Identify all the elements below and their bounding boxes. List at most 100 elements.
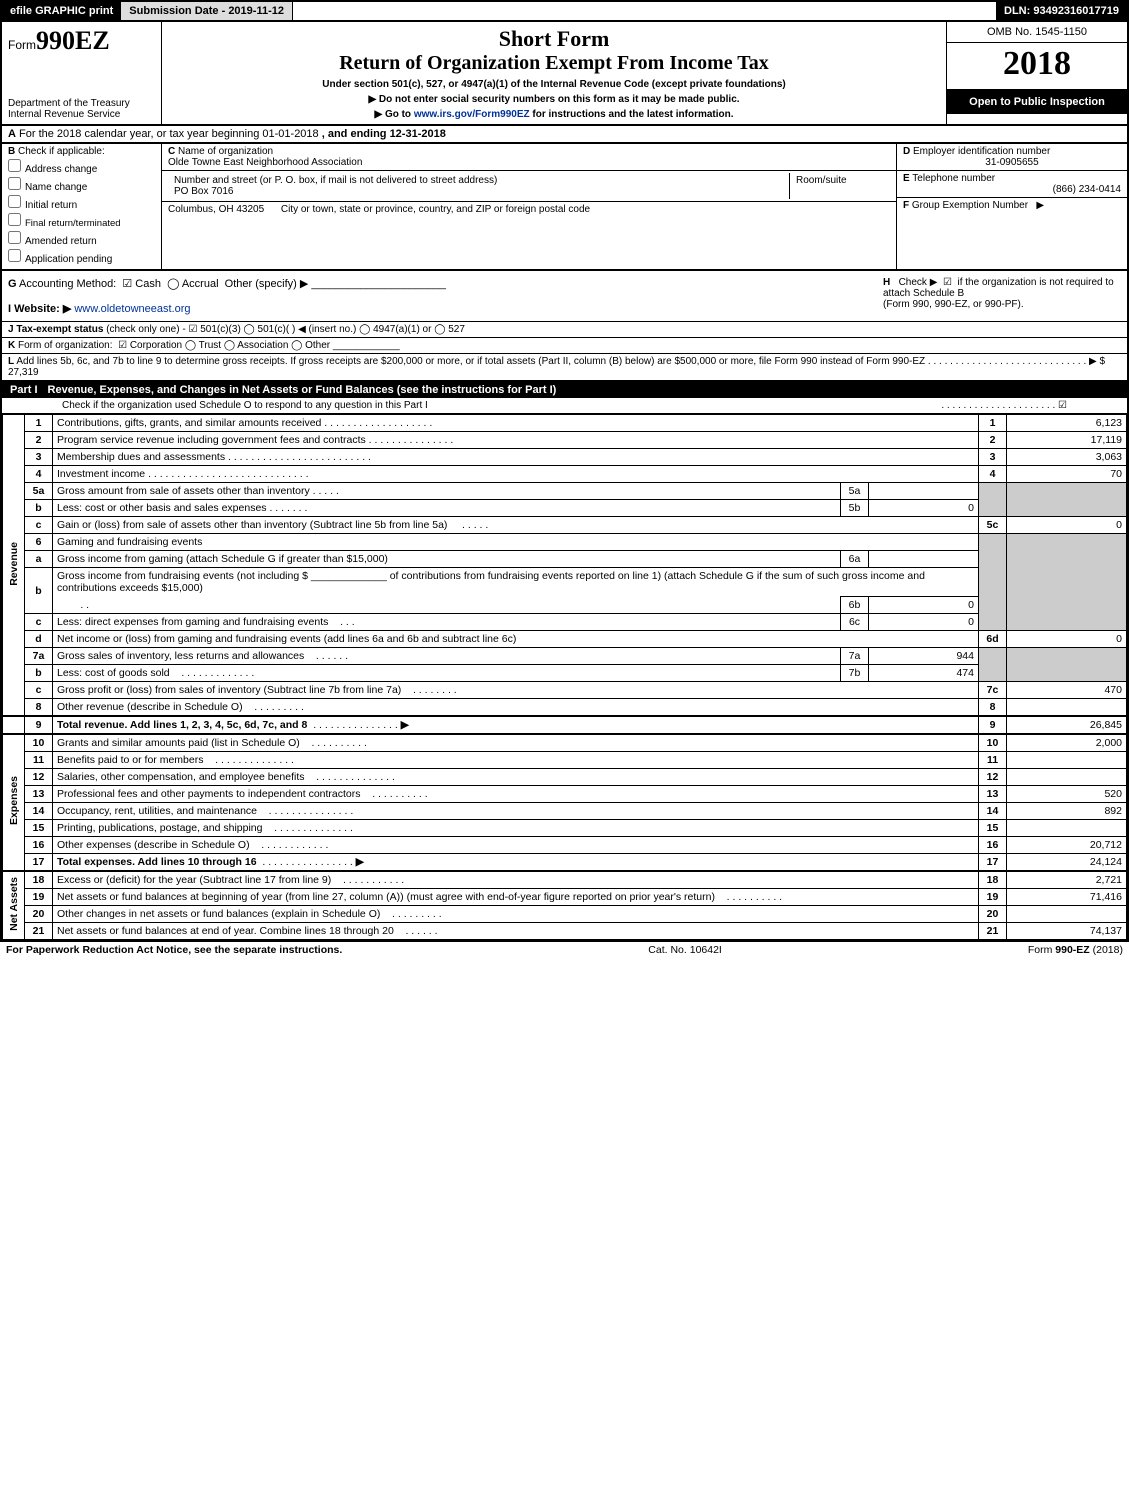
chk-name-change-box[interactable] (8, 177, 21, 190)
d-label: Employer identification number (913, 146, 1050, 157)
footer-right: Form 990-EZ (2018) (1028, 944, 1123, 956)
row-6a: a Gross income from gaming (attach Sched… (3, 551, 1127, 568)
f-label: Group Exemption Number (912, 200, 1028, 211)
header-center: Short Form Return of Organization Exempt… (162, 22, 947, 124)
letter-f: F (903, 200, 909, 211)
row-13: 13 Professional fees and other payments … (3, 786, 1127, 803)
letter-b: B (8, 146, 15, 157)
b-label: Check if applicable: (18, 146, 105, 157)
cell-f: F Group Exemption Number ▶ (897, 198, 1127, 213)
cell-c: C Name of organization Olde Towne East N… (162, 144, 896, 171)
row-6d: d Net income or (loss) from gaming and f… (3, 631, 1127, 648)
chk-application-pending[interactable]: Application pending (8, 249, 155, 265)
col-b: B Check if applicable: Address change Na… (2, 144, 162, 269)
letter-h: H (883, 277, 890, 288)
footer-center: Cat. No. 10642I (648, 944, 722, 956)
row-3: 3 Membership dues and assessments . . . … (3, 449, 1127, 466)
row-11: 11 Benefits paid to or for members . . .… (3, 752, 1127, 769)
dln-badge: DLN: 93492316017719 (996, 2, 1127, 20)
row-5b: b Less: cost or other basis and sales ex… (3, 500, 1127, 517)
k-label: Form of organization: (18, 340, 113, 351)
row-7b: b Less: cost of goods sold . . . . . . .… (3, 665, 1127, 682)
f-arrow: ▶ (1036, 200, 1044, 211)
row-7c: c Gross profit or (loss) from sales of i… (3, 682, 1127, 699)
g-label: Accounting Method: (19, 278, 116, 290)
part1-heading: Revenue, Expenses, and Changes in Net As… (48, 384, 557, 396)
footer-left: For Paperwork Reduction Act Notice, see … (6, 944, 342, 956)
cell-d: D Employer identification number 31-0905… (897, 144, 1127, 171)
form-prefix: Form (8, 38, 36, 52)
col-c: C Name of organization Olde Towne East N… (162, 144, 897, 269)
header-left: Form990EZ Department of the Treasury Int… (2, 22, 162, 124)
chk-address-change[interactable]: Address change (8, 159, 155, 175)
dept-irs: Internal Revenue Service (8, 109, 155, 120)
header-right: OMB No. 1545-1150 2018 Open to Public In… (947, 22, 1127, 124)
row-15: 15 Printing, publications, postage, and … (3, 820, 1127, 837)
chk-initial-return-box[interactable] (8, 195, 21, 208)
chk-final-return-box[interactable] (8, 213, 21, 226)
city-label: City or town, state or province, country… (281, 204, 590, 215)
h-check: Check ▶ (899, 277, 938, 288)
line-j: J Tax-exempt status (check only one) - ☑… (2, 322, 1127, 338)
chk-name-change[interactable]: Name change (8, 177, 155, 193)
j-text: (check only one) - ☑ 501(c)(3) ◯ 501(c)(… (106, 324, 465, 335)
col-d: D Employer identification number 31-0905… (897, 144, 1127, 269)
line-k: K Form of organization: ☑ Corporation ◯ … (2, 338, 1127, 354)
part1-checked: ☑ (1058, 400, 1067, 411)
topbar-spacer (293, 2, 996, 20)
topbar: efile GRAPHIC print Submission Date - 20… (2, 2, 1127, 22)
website-link[interactable]: www.oldetowneeast.org (74, 303, 190, 315)
row-9: 9 Total revenue. Add lines 1, 2, 3, 4, 5… (3, 716, 1127, 734)
chk-address-change-box[interactable] (8, 159, 21, 172)
row-12: 12 Salaries, other compensation, and emp… (3, 769, 1127, 786)
part1-check-row: Check if the organization used Schedule … (2, 398, 1127, 414)
part1-bar: Part I Revenue, Expenses, and Changes in… (2, 382, 1127, 398)
submission-date: Submission Date - 2019-11-12 (121, 2, 293, 20)
page-footer: For Paperwork Reduction Act Notice, see … (0, 942, 1129, 958)
letter-e: E (903, 173, 910, 184)
room-label: Room/suite (796, 175, 847, 186)
h-text2: (Form 990, 990-EZ, or 990-PF). (883, 299, 1024, 310)
identity-block: B Check if applicable: Address change Na… (2, 144, 1127, 271)
l-text: Add lines 5b, 6c, and 7b to line 9 to de… (16, 356, 925, 367)
form-container: efile GRAPHIC print Submission Date - 20… (0, 0, 1129, 942)
sidelabel-revenue: Revenue (8, 542, 20, 586)
line-a-end: , and ending 12-31-2018 (322, 128, 446, 140)
row-1: Revenue 1 Contributions, gifts, grants, … (3, 415, 1127, 432)
letter-i: I (8, 303, 11, 315)
cell-e: E Telephone number (866) 234-0414 (897, 171, 1127, 198)
c-label: Name of organization (178, 146, 273, 157)
tax-year: 2018 (947, 43, 1127, 90)
sidelabel-expenses: Expenses (8, 776, 20, 825)
part1-check-text: Check if the organization used Schedule … (62, 400, 428, 411)
goto-line: ▶ Go to www.irs.gov/Form990EZ for instru… (168, 109, 940, 120)
letter-l: L (8, 356, 14, 367)
form-number: 990EZ (36, 26, 110, 55)
dept-treasury: Department of the Treasury (8, 98, 155, 109)
chk-amended-return-box[interactable] (8, 231, 21, 244)
chk-application-pending-box[interactable] (8, 249, 21, 262)
open-public: Open to Public Inspection (947, 90, 1127, 114)
g-other: Other (specify) ▶ (225, 278, 309, 290)
chk-final-return[interactable]: Final return/terminated (8, 213, 155, 229)
addr-label: Number and street (or P. O. box, if mail… (174, 175, 497, 186)
sidelabel-netassets: Net Assets (8, 877, 20, 931)
row-4: 4 Investment income . . . . . . . . . . … (3, 466, 1127, 483)
line-a-text: For the 2018 calendar year, or tax year … (19, 128, 319, 140)
omb-number: OMB No. 1545-1150 (947, 22, 1127, 43)
row-18: Net Assets 18 Excess or (deficit) for th… (3, 871, 1127, 889)
goto-link[interactable]: www.irs.gov/Form990EZ (414, 109, 530, 120)
form-label: Form990EZ (8, 26, 155, 56)
chk-initial-return[interactable]: Initial return (8, 195, 155, 211)
addr-value: PO Box 7016 (174, 186, 233, 197)
letter-g: G (8, 278, 17, 290)
chk-amended-return[interactable]: Amended return (8, 231, 155, 247)
do-not-enter: ▶ Do not enter social security numbers o… (168, 94, 940, 105)
letter-d: D (903, 146, 910, 157)
j-label: Tax-exempt status (16, 324, 103, 335)
row-gh: G Accounting Method: ☑ Cash ◯ Accrual Ot… (2, 271, 1127, 322)
i-label: Website: ▶ (14, 303, 71, 315)
city-value: Columbus, OH 43205 (168, 204, 264, 215)
row-17: 17 Total expenses. Add lines 10 through … (3, 854, 1127, 872)
ein-value: 31-0905655 (903, 157, 1121, 168)
